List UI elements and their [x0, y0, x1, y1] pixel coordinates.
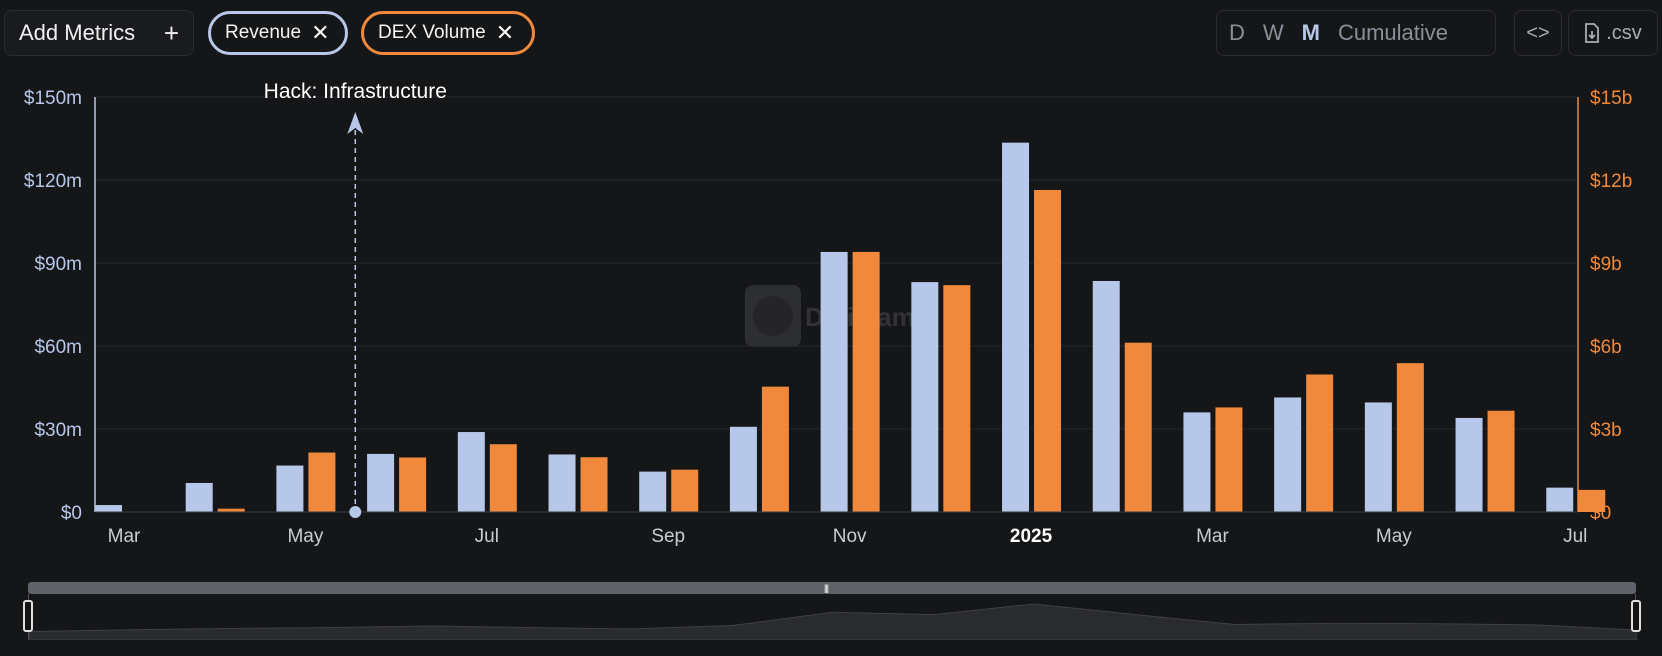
revenue-bar[interactable] — [729, 426, 757, 512]
left-y-axis: $0 $30m $60m $90m $120m $150m — [24, 88, 96, 524]
dex-volume-bar[interactable] — [761, 386, 789, 512]
period-day-button[interactable]: D — [1229, 20, 1245, 45]
right-tick-label: $12b — [1590, 171, 1632, 192]
bar-series — [95, 142, 1606, 512]
revenue-bar[interactable] — [548, 454, 576, 512]
dex-volume-bar[interactable] — [1124, 342, 1152, 512]
hack-annotation: Hack: Infrastructure — [264, 80, 447, 518]
dex-volume-bar[interactable] — [1215, 407, 1243, 512]
navigator-scrollbar[interactable]: ||| — [28, 582, 1636, 594]
close-icon[interactable]: ✕ — [495, 20, 515, 45]
dex-volume-bar[interactable] — [1578, 489, 1606, 512]
dex-volume-bar[interactable] — [399, 457, 427, 512]
revenue-bar[interactable] — [820, 251, 848, 512]
left-tick-label: $150m — [24, 88, 82, 109]
x-tick-label: 2025 — [1010, 526, 1053, 547]
left-tick-label: $30m — [34, 420, 82, 441]
x-tick-label: May — [287, 526, 323, 547]
metric-chip-label: Revenue — [225, 22, 302, 43]
dex-volume-bar[interactable] — [308, 452, 336, 512]
dex-volume-bar[interactable] — [1487, 410, 1515, 512]
dex-volume-bar[interactable] — [852, 251, 880, 512]
revenue-bar[interactable] — [911, 282, 939, 512]
period-month-button[interactable]: M — [1301, 20, 1320, 45]
revenue-bar[interactable] — [457, 432, 485, 512]
revenue-bar[interactable] — [1455, 417, 1483, 512]
close-icon[interactable]: ✕ — [311, 20, 330, 45]
period-week-button[interactable]: W — [1262, 20, 1284, 45]
revenue-bar[interactable] — [639, 471, 667, 512]
navigator-sparkline — [28, 603, 1638, 641]
dex-volume-bar[interactable] — [580, 457, 608, 512]
add-metrics-label: Add Metrics — [19, 20, 136, 45]
revenue-bar[interactable] — [276, 465, 304, 512]
revenue-bar[interactable] — [1274, 397, 1302, 512]
revenue-bar[interactable] — [1183, 412, 1211, 512]
x-axis: Mar May Jul Sep Nov 2025 Mar May Jul — [95, 511, 1587, 547]
left-tick-label: $0 — [61, 503, 82, 524]
x-tick-label: Mar — [108, 526, 141, 547]
revenue-bar[interactable] — [1002, 142, 1030, 512]
dex-volume-bar[interactable] — [1396, 363, 1424, 512]
metric-chip-label: DEX Volume — [378, 22, 486, 43]
right-tick-label: $6b — [1590, 337, 1622, 358]
revenue-bar[interactable] — [185, 482, 213, 512]
left-tick-label: $120m — [24, 171, 82, 192]
dex-volume-bar[interactable] — [1034, 189, 1062, 512]
dex-volume-bar[interactable] — [217, 508, 245, 512]
revenue-bar[interactable] — [367, 453, 395, 512]
file-download-icon — [1585, 23, 1600, 43]
navigator-preview — [28, 594, 1638, 641]
add-metrics-button[interactable]: Add Metrics + — [4, 10, 194, 56]
revenue-bar[interactable] — [95, 505, 122, 512]
dex-volume-bar[interactable] — [671, 469, 699, 512]
left-tick-label: $90m — [34, 254, 82, 275]
dex-volume-bar[interactable] — [489, 444, 517, 512]
right-tick-label: $3b — [1590, 420, 1622, 441]
csv-label: .csv — [1606, 21, 1642, 44]
csv-download-button[interactable]: .csv — [1568, 10, 1658, 56]
x-tick-label: Mar — [1196, 526, 1229, 547]
x-tick-label: Sep — [651, 526, 685, 547]
chart-toolbar: Add Metrics + Revenue ✕ DEX Volume ✕ D W… — [4, 10, 1658, 56]
grip-icon: ||| — [824, 583, 829, 593]
range-navigator[interactable]: ||| — [23, 582, 1641, 641]
metric-chip-dex-volume[interactable]: DEX Volume ✕ — [361, 11, 535, 55]
revenue-bar[interactable] — [1092, 280, 1120, 512]
plus-icon: + — [163, 18, 179, 48]
right-tick-label: $9b — [1590, 254, 1622, 275]
dex-volume-bar[interactable] — [1306, 374, 1334, 512]
arrow-up-icon — [347, 112, 364, 134]
metric-chip-revenue[interactable]: Revenue ✕ — [208, 11, 348, 55]
annotation-marker[interactable] — [349, 506, 362, 518]
period-selector: D W M Cumulative — [1216, 10, 1496, 56]
x-tick-label: Nov — [833, 526, 867, 547]
left-tick-label: $60m — [34, 337, 82, 358]
annotation-label: Hack: Infrastructure — [264, 80, 447, 103]
navigator-right-handle[interactable] — [1631, 600, 1641, 632]
x-tick-label: Jul — [1563, 526, 1587, 547]
embed-button[interactable]: <> — [1514, 10, 1562, 56]
right-tick-label: $15b — [1590, 88, 1632, 109]
dex-volume-bar[interactable] — [943, 285, 971, 512]
x-tick-label: Jul — [475, 526, 499, 547]
right-y-axis: $0$3b$6b$9b$12b$15b — [1577, 88, 1632, 524]
navigator-left-handle[interactable] — [23, 600, 33, 632]
period-cumulative-button[interactable]: Cumulative — [1337, 20, 1449, 45]
revenue-bar[interactable] — [1364, 402, 1392, 512]
bar-chart: DefiLlama $0$30m$60m$90m$120m$150m $0$3b… — [24, 80, 1632, 547]
x-tick-label: May — [1376, 526, 1412, 547]
revenue-bar[interactable] — [1546, 487, 1574, 512]
code-icon: <> — [1526, 21, 1550, 44]
